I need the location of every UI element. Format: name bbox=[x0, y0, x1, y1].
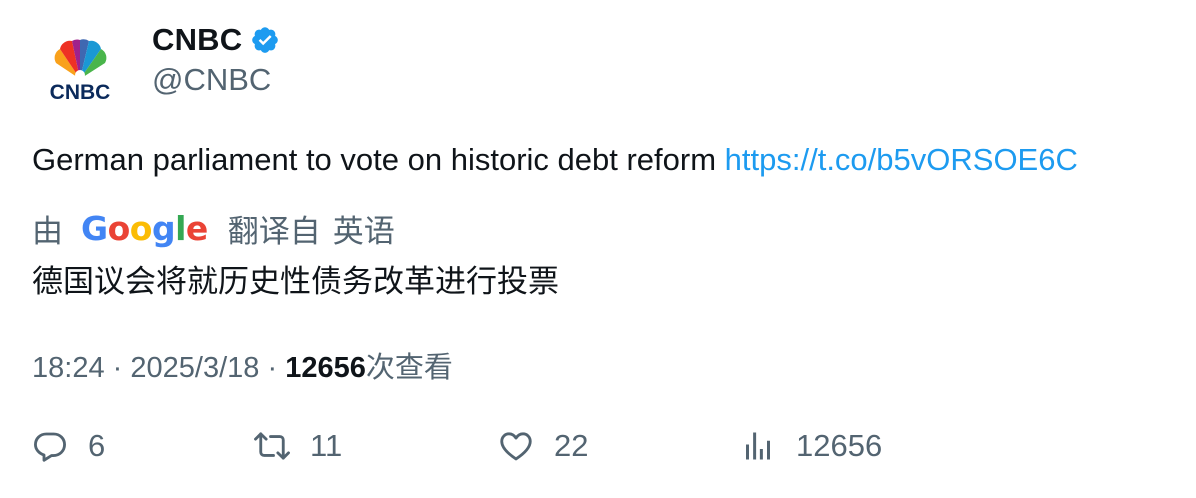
reply-icon bbox=[34, 432, 66, 462]
views-button[interactable]: 12656 bbox=[740, 428, 882, 464]
analytics-bar-icon bbox=[746, 432, 770, 460]
verified-badge-icon bbox=[252, 27, 279, 53]
like-count: 22 bbox=[554, 428, 589, 463]
translation-by-label: 由 bbox=[32, 214, 63, 249]
views-label: 次查看 bbox=[365, 352, 453, 384]
tweet-date[interactable]: 2025/3/18 bbox=[130, 352, 260, 384]
tweet-time[interactable]: 18:24 bbox=[32, 352, 105, 384]
tweet-actions: 6 11 22 12656 bbox=[32, 428, 1172, 480]
like-button[interactable]: 22 bbox=[498, 428, 588, 464]
tweet-body: German parliament to vote on historic de… bbox=[32, 142, 725, 177]
translated-tweet-text: 德国议会将就历史性债务改革进行投票 bbox=[32, 264, 559, 299]
retweet-count: 11 bbox=[310, 428, 343, 463]
tweet-meta: 18:24 · 2025/3/18 · 12656次查看 bbox=[32, 344, 453, 386]
heart-icon bbox=[500, 432, 532, 461]
meta-separator: · bbox=[267, 352, 278, 384]
retweet-button[interactable]: 11 bbox=[254, 428, 342, 464]
meta-separator: · bbox=[112, 352, 123, 384]
google-logo-icon[interactable]: Google bbox=[81, 209, 208, 248]
retweet-icon bbox=[254, 432, 290, 460]
cnbc-logo-avatar[interactable]: CNBC bbox=[32, 24, 128, 120]
logo-text: CNBC bbox=[50, 81, 111, 104]
tweet-link[interactable]: https://t.co/b5vORSOE6C bbox=[724, 142, 1078, 177]
author-handle[interactable]: @CNBC bbox=[152, 62, 272, 97]
translated-from-label: 翻译自 bbox=[227, 214, 321, 249]
tweet-text: German parliament to vote on historic de… bbox=[32, 142, 1078, 178]
reply-count: 6 bbox=[88, 428, 106, 463]
views-count: 12656 bbox=[285, 352, 366, 384]
peacock-logo-icon: CNBC bbox=[50, 39, 111, 104]
source-language: 英语 bbox=[332, 214, 395, 249]
translation-attribution: 由 Google 翻译自 英语 bbox=[32, 206, 395, 251]
views-action-count: 12656 bbox=[796, 428, 883, 463]
author-display-name[interactable]: CNBC bbox=[152, 22, 243, 57]
author-name-row[interactable]: CNBC bbox=[152, 22, 280, 58]
reply-button[interactable]: 6 bbox=[32, 428, 105, 464]
